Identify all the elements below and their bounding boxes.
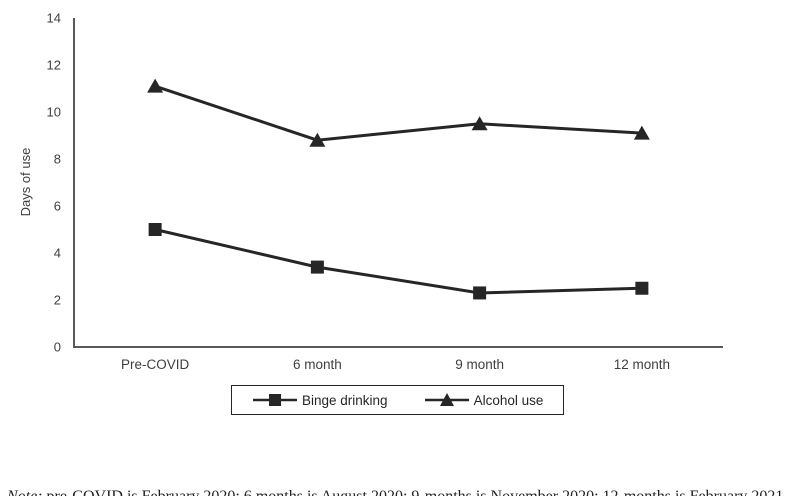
data-series [147, 78, 650, 300]
svg-text:6 month: 6 month [293, 357, 342, 372]
note-prefix: Note: [7, 488, 43, 496]
svg-text:12 month: 12 month [614, 357, 670, 372]
triangle-marker-icon [424, 393, 469, 406]
legend-label: Alcohol use [473, 392, 544, 408]
figure-note: Note: pre-COVID is February 2020; 6 mont… [7, 488, 793, 496]
svg-text:4: 4 [54, 246, 61, 261]
svg-text:Days of use: Days of use [18, 148, 33, 217]
svg-text:6: 6 [54, 199, 61, 214]
svg-text:9 month: 9 month [455, 357, 504, 372]
y-axis-title: Days of use [18, 148, 33, 217]
square-marker-icon [253, 394, 297, 406]
svg-text:2: 2 [54, 293, 61, 308]
svg-text:10: 10 [47, 105, 61, 120]
legend-item-binge-drinking: Binge drinking [252, 393, 388, 408]
svg-text:Pre-COVID: Pre-COVID [121, 357, 190, 372]
svg-text:12: 12 [47, 58, 61, 73]
svg-text:0: 0 [54, 340, 61, 355]
svg-text:8: 8 [54, 152, 61, 167]
line-chart: 0 2 4 6 8 10 12 14 Pre-COVID 6 month 9 month 12 mo… [18, 11, 723, 372]
y-axis-ticks: 0 2 4 6 8 10 12 14 [47, 11, 61, 355]
note-text: pre-COVID is February 2020; 6 months is … [43, 488, 784, 496]
axes [73, 18, 723, 348]
legend-label: Binge drinking [302, 392, 388, 408]
legend: Binge drinking Alcohol use [231, 385, 565, 415]
legend-item-alcohol-use: Alcohol use [424, 392, 544, 408]
svg-text:14: 14 [47, 11, 61, 26]
x-axis-categories: Pre-COVID 6 month 9 month 12 month [121, 357, 670, 372]
